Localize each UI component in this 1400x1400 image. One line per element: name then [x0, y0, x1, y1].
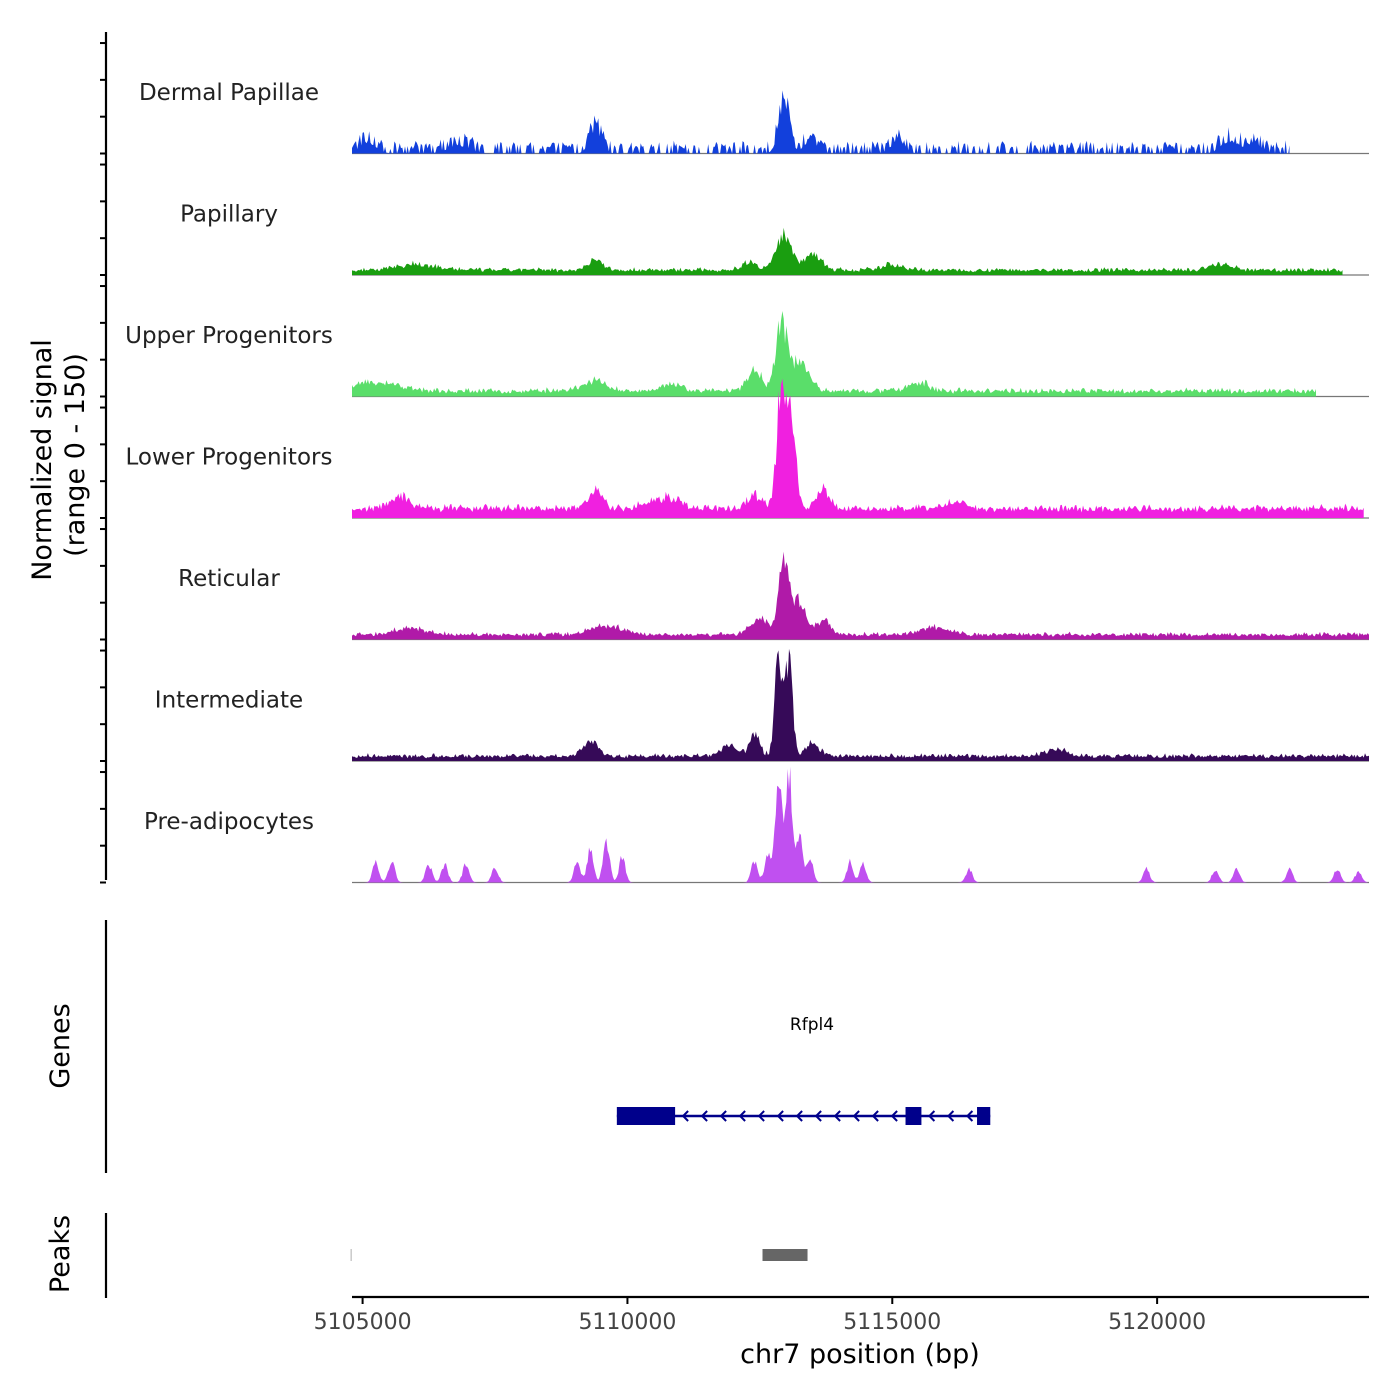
gene-strand-arrow — [776, 1110, 784, 1122]
peak-region — [762, 1249, 808, 1261]
gene-track: Rfpl4 — [616, 1015, 991, 1125]
y-axis-title-line1: Normalized signal — [27, 339, 58, 581]
gene-exon — [616, 1107, 676, 1125]
signal-y-axis — [100, 32, 108, 884]
signal-axis-ticks — [100, 42, 106, 884]
y-axis-title-line2: (range 0 - 150) — [60, 353, 91, 557]
peaks-track — [350, 1249, 808, 1261]
track-signal-area — [352, 227, 1343, 275]
signal-tracks: Dermal Papillae Papillary Upper Progenitor… — [125, 80, 1369, 884]
gene-strand-arrow — [946, 1110, 955, 1122]
track-upper-progenitors: Upper Progenitors — [125, 311, 1369, 398]
x-axis: 5105000 5110000 5115000 5120000 chr7 positi… — [314, 1295, 1369, 1370]
track-label: Dermal Papillae — [139, 80, 319, 106]
x-axis-title: chr7 position (bp) — [740, 1339, 980, 1370]
x-axis-tick-label: 5115000 — [843, 1310, 941, 1335]
gene-strand-arrow — [890, 1110, 898, 1122]
track-signal-area — [352, 311, 1316, 397]
genes-track-label: Genes — [45, 1003, 76, 1088]
peak-region — [350, 1249, 352, 1261]
gene-exon — [977, 1107, 991, 1125]
gene-strand-arrow — [795, 1110, 803, 1122]
track-label: Reticular — [178, 566, 280, 592]
gene-strand-arrow — [833, 1110, 841, 1122]
track-signal-area — [352, 551, 1369, 640]
track-label: Lower Progenitors — [126, 445, 333, 471]
track-signal-area — [352, 648, 1369, 761]
peaks-track-label: Peaks — [45, 1215, 76, 1293]
gene-rfpl4: Rfpl4 — [616, 1015, 991, 1125]
gene-strand-arrow — [719, 1110, 727, 1122]
track-signal-area — [352, 90, 1290, 154]
track-label: Intermediate — [155, 688, 303, 714]
x-axis-tick-label: 5120000 — [1108, 1310, 1206, 1335]
gene-strand-arrow — [757, 1110, 765, 1122]
track-dermal-papillae: Dermal Papillae — [139, 80, 1369, 155]
gene-strand-arrow — [700, 1110, 708, 1122]
track-label: Pre-adipocytes — [144, 809, 314, 835]
gene-strand-arrow — [927, 1110, 936, 1122]
track-pre-adipocytes: Pre-adipocytes — [144, 766, 1369, 884]
gene-strand-arrow — [681, 1110, 689, 1122]
x-axis-tick-label: 5110000 — [578, 1310, 676, 1335]
x-axis-tick-label: 5105000 — [314, 1310, 412, 1335]
track-label: Papillary — [180, 202, 278, 228]
track-intermediate: Intermediate — [155, 648, 1369, 762]
gene-name-label: Rfpl4 — [790, 1015, 834, 1035]
track-label: Upper Progenitors — [125, 323, 333, 349]
gene-strand-arrow — [965, 1110, 974, 1122]
track-reticular: Reticular — [178, 551, 1369, 641]
track-signal-area — [352, 766, 1369, 883]
track-signal-area — [352, 378, 1364, 518]
gene-strand-arrow — [871, 1110, 879, 1122]
x-axis-ticks: 5105000 5110000 5115000 5120000 — [314, 1297, 1206, 1335]
gene-strand-arrow — [738, 1110, 746, 1122]
gene-exon — [905, 1107, 922, 1125]
track-lower-progenitors: Lower Progenitors — [126, 378, 1369, 519]
gene-strand-arrow — [814, 1110, 822, 1122]
gene-strand-arrow — [852, 1110, 860, 1122]
track-papillary: Papillary — [180, 202, 1369, 276]
